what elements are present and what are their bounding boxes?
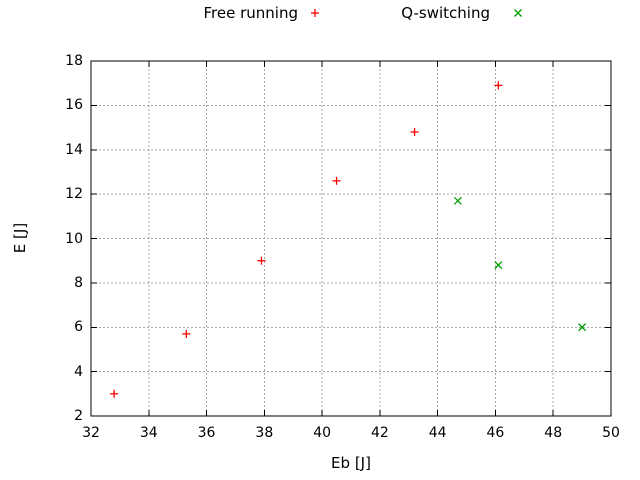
legend-label-q-switching: Q-switching bbox=[401, 4, 490, 22]
data-point-cross bbox=[578, 323, 587, 332]
x-tick-label: 50 bbox=[602, 425, 620, 441]
y-axis-label: E [J] bbox=[11, 222, 29, 254]
x-tick-label: 48 bbox=[544, 425, 563, 441]
x-tick-label: 34 bbox=[139, 425, 158, 441]
data-point-cross bbox=[494, 261, 503, 270]
y-tick-label: 18 bbox=[65, 53, 83, 69]
y-tick-label: 6 bbox=[74, 319, 83, 336]
y-tick-label: 16 bbox=[65, 97, 83, 114]
y-tick-label: 2 bbox=[74, 408, 83, 424]
x-tick-label: 36 bbox=[197, 425, 216, 441]
data-point-cross bbox=[453, 196, 462, 205]
x-tick-label: 38 bbox=[255, 425, 274, 441]
x-tick-label: 40 bbox=[313, 425, 332, 441]
legend-label-free-running: Free running bbox=[203, 4, 298, 22]
y-tick-label: 14 bbox=[65, 141, 83, 158]
x-tick-label: 44 bbox=[428, 425, 447, 441]
x-axis-label: Eb [J] bbox=[331, 454, 371, 472]
y-tick-label: 4 bbox=[74, 363, 83, 380]
y-tick-label: 10 bbox=[65, 230, 83, 247]
y-tick-label: 8 bbox=[74, 274, 83, 291]
x-tick-label: 32 bbox=[82, 425, 100, 441]
legend-marker-cross bbox=[514, 9, 522, 17]
x-tick-label: 46 bbox=[486, 425, 505, 441]
x-tick-label: 42 bbox=[370, 425, 389, 441]
y-tick-label: 12 bbox=[65, 186, 83, 203]
